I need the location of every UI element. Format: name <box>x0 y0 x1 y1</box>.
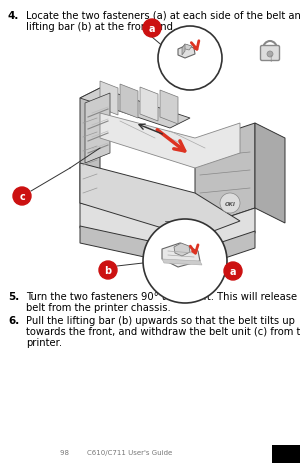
Circle shape <box>224 263 242 281</box>
Circle shape <box>143 219 227 303</box>
Text: towards the front, and withdraw the belt unit (c) from the: towards the front, and withdraw the belt… <box>26 326 300 336</box>
Text: printer.: printer. <box>26 337 62 347</box>
Text: belt from the printer chassis.: belt from the printer chassis. <box>26 302 171 313</box>
Polygon shape <box>255 124 285 224</box>
Text: 98        C610/C711 User's Guide: 98 C610/C711 User's Guide <box>60 449 172 455</box>
Polygon shape <box>178 46 195 59</box>
Text: Locate the two fasteners (a) at each side of the belt and the: Locate the two fasteners (a) at each sid… <box>26 11 300 21</box>
FancyBboxPatch shape <box>260 46 280 62</box>
Circle shape <box>267 52 273 58</box>
Text: 6.: 6. <box>8 315 19 325</box>
Circle shape <box>220 194 240 213</box>
Circle shape <box>13 188 31 206</box>
Polygon shape <box>195 124 255 229</box>
Text: 5.: 5. <box>8 291 19 301</box>
Polygon shape <box>174 244 190 257</box>
Polygon shape <box>162 244 200 268</box>
Text: a: a <box>149 24 155 34</box>
Polygon shape <box>85 94 110 163</box>
Polygon shape <box>80 163 240 238</box>
Polygon shape <box>162 259 202 265</box>
Bar <box>272 445 300 463</box>
Text: |: | <box>269 54 271 62</box>
Polygon shape <box>80 89 190 129</box>
Text: OKI: OKI <box>225 201 236 206</box>
Polygon shape <box>140 88 158 122</box>
Text: lifting bar (b) at the front end.: lifting bar (b) at the front end. <box>26 22 176 32</box>
Text: 4.: 4. <box>8 11 20 21</box>
Text: Pull the lifting bar (b) upwards so that the belt tilts up: Pull the lifting bar (b) upwards so that… <box>26 315 295 325</box>
Polygon shape <box>80 204 255 253</box>
Circle shape <box>143 20 161 38</box>
Polygon shape <box>120 85 138 119</box>
Polygon shape <box>100 114 240 169</box>
Polygon shape <box>100 82 118 116</box>
Text: b: b <box>104 265 112 275</box>
Polygon shape <box>80 89 100 204</box>
Polygon shape <box>160 91 178 125</box>
Text: a: a <box>230 266 236 276</box>
Text: Turn the two fasteners 90° to the left. This will release the: Turn the two fasteners 90° to the left. … <box>26 291 300 301</box>
Polygon shape <box>182 45 185 56</box>
Polygon shape <box>182 45 192 51</box>
Polygon shape <box>80 226 255 269</box>
Circle shape <box>158 27 222 91</box>
Text: c: c <box>19 192 25 201</box>
Circle shape <box>99 262 117 279</box>
